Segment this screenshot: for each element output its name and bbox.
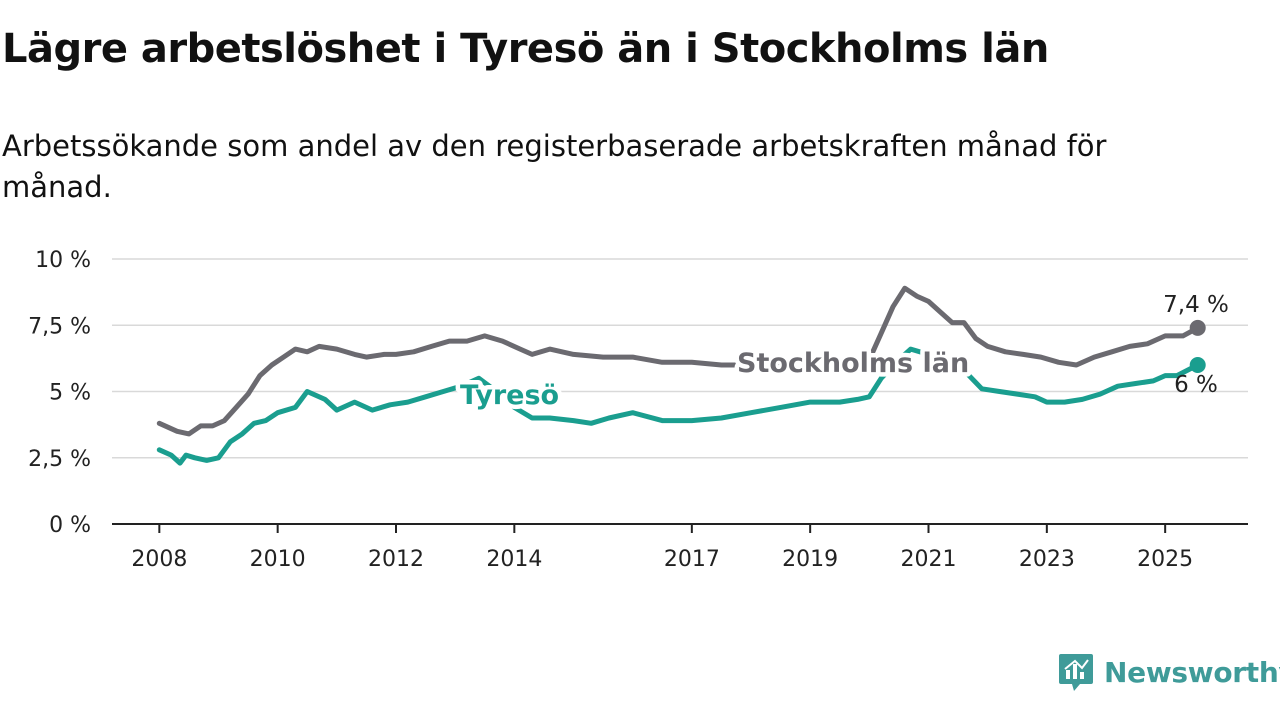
- newsworthy-logo: Newsworthy: [1058, 652, 1280, 692]
- series-lines: [156, 285, 1206, 466]
- x-tick-label: 2014: [486, 547, 542, 572]
- y-tick-label: 2,5 %: [28, 447, 91, 472]
- x-tick-label: 2025: [1137, 547, 1193, 572]
- grid-lines: [112, 258, 1248, 459]
- series-end-label: 7,4 %: [1163, 292, 1229, 318]
- newsworthy-logo-icon: [1059, 654, 1093, 691]
- y-tick-label: 0 %: [49, 513, 91, 538]
- series-line: [156, 285, 1201, 437]
- series-end-point: [1189, 319, 1206, 336]
- line-chart: 0 % 2,5 % 5 % 7,5 % 10 % 2008 2010 2012 2014 2017…: [28, 248, 1248, 572]
- x-tick-label: 2008: [131, 547, 187, 572]
- series-end-point: [1189, 357, 1206, 373]
- series-end-label: 6 %: [1174, 372, 1218, 398]
- x-tick-label: 2023: [1019, 547, 1075, 572]
- x-tick-label: 2019: [782, 547, 838, 572]
- y-tick-label: 10 %: [35, 248, 91, 273]
- chart-title: Lägre arbetslöshet i Tyresö än i Stockho…: [2, 26, 1049, 72]
- brand-name: Newsworthy: [1104, 655, 1280, 689]
- series-labels: Stockholms län Tyresö 7,4 % 6 %: [456, 292, 1229, 416]
- x-tick-label: 2017: [664, 547, 720, 572]
- series-name-label: Stockholms län: [737, 348, 969, 379]
- series-line: [156, 346, 1201, 466]
- x-tick-label: 2021: [901, 547, 957, 572]
- series-name-label: Tyresö: [460, 380, 559, 411]
- y-tick-label: 5 %: [49, 381, 91, 406]
- chart-subtitle: Arbetssökande som andel av den registerb…: [2, 129, 1107, 204]
- x-tick-label: 2012: [368, 547, 424, 572]
- x-tick-label: 2010: [250, 547, 306, 572]
- y-tick-label: 7,5 %: [28, 314, 91, 339]
- axes: 0 % 2,5 % 5 % 7,5 % 10 % 2008 2010 2012 2014 2017…: [28, 248, 1248, 572]
